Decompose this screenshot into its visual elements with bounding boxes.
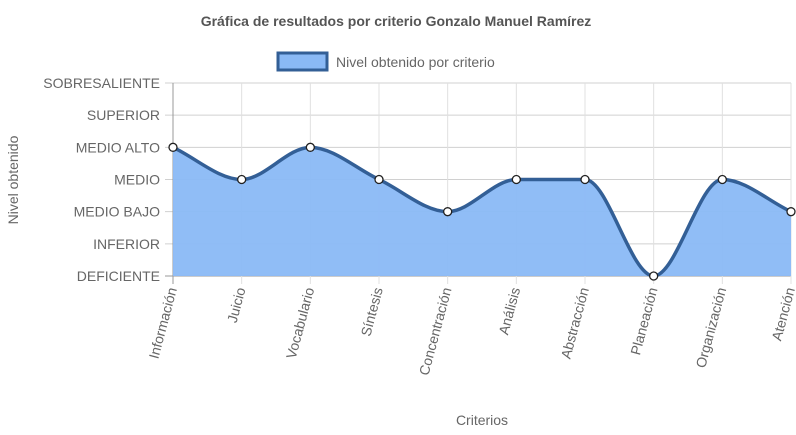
legend-label: Nivel obtenido por criterio [336, 54, 495, 70]
data-point[interactable] [580, 174, 590, 185]
y-axis-title: Nivel obtenido [5, 135, 21, 224]
y-tick-label: INFERIOR [93, 236, 160, 252]
series-line [172, 145, 792, 278]
series-area [173, 147, 791, 276]
data-point[interactable] [237, 174, 247, 185]
x-axis-title: Criterios [456, 412, 508, 428]
x-tick-label: Concentración [416, 286, 455, 377]
data-point[interactable] [511, 174, 521, 185]
data-point[interactable] [786, 207, 796, 217]
data-point[interactable] [717, 174, 727, 185]
x-tick-label: Atención [768, 286, 796, 343]
data-point[interactable] [374, 174, 384, 185]
y-tick-label: DEFICIENTE [77, 268, 160, 284]
y-tick-label: SOBRESALIENTE [43, 75, 160, 91]
y-tick-label: MEDIO BAJO [74, 204, 160, 220]
legend-swatch [276, 51, 329, 72]
data-point[interactable] [443, 207, 453, 217]
data-point[interactable] [305, 142, 315, 152]
data-point[interactable] [168, 142, 178, 152]
x-axis: Información Juicio Vocabulario Síntesis Conc… [146, 285, 796, 377]
x-tick-label: Organización [692, 286, 729, 370]
x-tick-label: Juicio [224, 285, 249, 324]
points-layer [168, 142, 796, 281]
y-tick-label: MEDIO [114, 172, 160, 188]
area-layer [172, 145, 792, 278]
x-tick-label: Análisis [495, 286, 523, 337]
x-tick-label: Planeación [627, 286, 660, 357]
y-tick-label: MEDIO ALTO [76, 139, 160, 155]
x-tick-label: Vocabulario [283, 285, 317, 360]
x-tick-label: Síntesis [358, 286, 386, 338]
x-tick-label: Abstracción [558, 286, 592, 361]
y-axis: DEFICIENTE INFERIOR MEDIO BAJO MEDIO MEDIO A… [43, 75, 160, 284]
data-point[interactable] [649, 271, 659, 281]
x-tick-label: Información [146, 286, 180, 361]
y-tick-label: SUPERIOR [87, 107, 160, 123]
legend[interactable]: Nivel obtenido por criterio [276, 51, 495, 72]
chart-title: Gráfica de resultados por criterio Gonza… [201, 13, 592, 29]
